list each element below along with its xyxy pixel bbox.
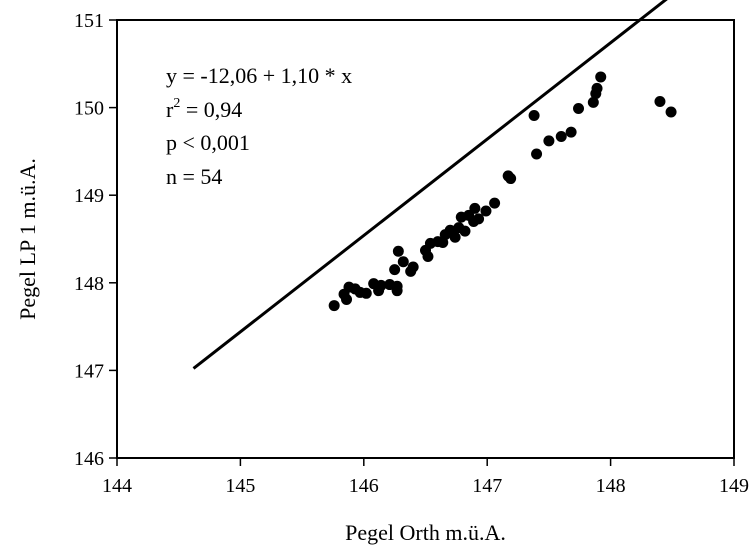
data-point xyxy=(480,205,492,217)
data-point xyxy=(392,245,404,257)
data-point xyxy=(587,96,599,108)
x-tick-label: 148 xyxy=(596,475,626,497)
y-tick-label: 146 xyxy=(74,448,104,470)
annotation-n: n = 54 xyxy=(166,164,222,189)
data-point xyxy=(328,300,340,312)
data-point xyxy=(397,256,409,268)
data-point xyxy=(595,71,607,83)
data-point xyxy=(505,173,517,185)
data-point xyxy=(555,131,567,143)
annotation-r2: r2 = 0,94 xyxy=(166,96,242,122)
data-point xyxy=(665,106,677,118)
data-point xyxy=(591,82,603,94)
data-point xyxy=(375,279,387,291)
data-point xyxy=(565,126,577,138)
annotation-p-value: p < 0,001 xyxy=(166,130,250,155)
y-tick-label: 149 xyxy=(74,185,104,207)
y-axis-ticks: 146 147 148 149 150 151 xyxy=(74,10,117,470)
x-axis-title: Pegel Orth m.ü.A. xyxy=(345,520,506,545)
y-tick-label: 147 xyxy=(74,360,104,382)
x-tick-label: 144 xyxy=(102,475,132,497)
data-point xyxy=(654,95,666,107)
x-tick-label: 147 xyxy=(472,475,502,497)
annotation-equation: y = -12,06 + 1,10 * x xyxy=(166,63,352,88)
data-point xyxy=(422,251,434,263)
x-axis-ticks: 144 145 146 147 148 149 xyxy=(102,458,749,497)
x-tick-label: 149 xyxy=(719,475,749,497)
data-point xyxy=(473,213,485,225)
data-point xyxy=(407,261,419,273)
annotation-r2-prefix: r xyxy=(166,97,174,122)
data-point xyxy=(391,280,403,292)
y-tick-label: 150 xyxy=(74,98,104,120)
data-point xyxy=(389,264,401,276)
data-point xyxy=(531,148,543,160)
y-tick-label: 148 xyxy=(74,273,104,295)
data-point xyxy=(469,202,481,214)
x-tick-label: 146 xyxy=(349,475,379,497)
data-point xyxy=(360,287,372,299)
data-point xyxy=(459,225,471,237)
data-point xyxy=(449,231,461,243)
plot-area-frame xyxy=(116,19,735,459)
data-points xyxy=(328,71,677,312)
regression-line xyxy=(192,0,668,370)
annotation-r2-value: = 0,94 xyxy=(180,97,242,122)
y-tick-label: 151 xyxy=(74,10,104,32)
data-point xyxy=(528,109,540,121)
x-tick-label: 145 xyxy=(225,475,255,497)
data-point xyxy=(573,102,585,114)
data-point xyxy=(543,135,555,147)
annotation-r2-superscript: 2 xyxy=(173,96,180,111)
y-axis-title: Pegel LP 1 m.ü.A. xyxy=(15,158,40,320)
data-point xyxy=(341,293,353,305)
data-point xyxy=(489,197,501,209)
